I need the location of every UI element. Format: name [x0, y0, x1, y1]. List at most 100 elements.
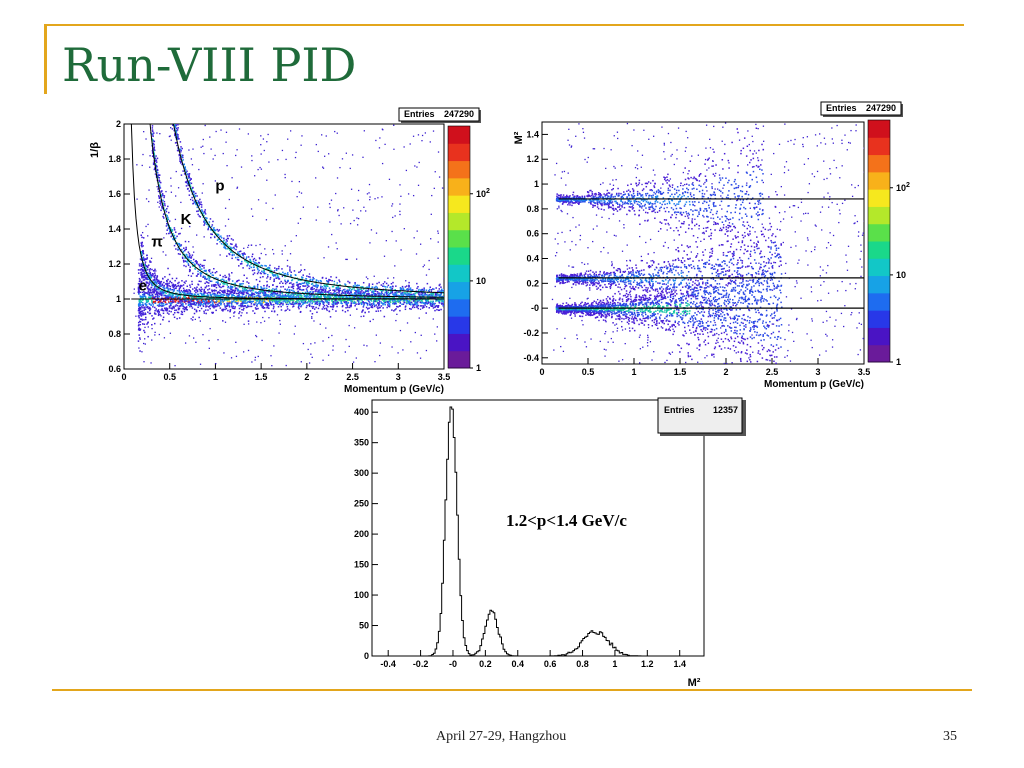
scatter-point — [142, 279, 145, 281]
scatter-point — [394, 294, 397, 297]
scatter-point — [158, 298, 160, 301]
scatter-point — [205, 312, 207, 315]
scatter-point — [152, 296, 154, 298]
scatter-point — [210, 236, 212, 239]
scatter-point — [310, 295, 312, 298]
scatter-point — [269, 301, 272, 304]
scatter-point — [142, 304, 144, 307]
scatter-point — [174, 365, 176, 367]
scatter-point — [405, 280, 407, 282]
scatter-point — [272, 253, 275, 255]
scatter-point — [140, 252, 143, 254]
scatter-point — [205, 219, 208, 221]
scatter-point — [271, 365, 273, 367]
scatter-point — [231, 289, 234, 292]
scatter-point — [440, 289, 443, 292]
scatter-point — [205, 304, 207, 306]
scatter-point — [325, 283, 328, 286]
scatter-point — [317, 290, 320, 292]
scatter-point — [388, 178, 391, 181]
scatter-point — [331, 306, 333, 308]
scatter-point — [250, 294, 253, 297]
scatter-point — [387, 277, 389, 279]
scatter-point — [189, 284, 191, 286]
scatter-point — [290, 294, 292, 297]
scatter-point — [323, 296, 326, 299]
scatter-point — [280, 301, 283, 304]
scatter-point — [368, 300, 370, 303]
scatter-point — [185, 300, 187, 302]
scatter-point — [178, 289, 181, 291]
scatter-point — [185, 253, 188, 256]
scatter-point — [219, 301, 221, 303]
scatter-point — [192, 265, 195, 267]
scatter-point — [308, 303, 311, 306]
scatter-point — [306, 291, 309, 293]
scatter-point — [286, 288, 289, 291]
scatter-point — [255, 335, 258, 338]
scatter-point — [216, 291, 219, 294]
scatter-point — [150, 304, 152, 306]
scatter-point — [229, 310, 231, 312]
scatter-point — [281, 268, 283, 270]
scatter-point — [160, 301, 163, 304]
scatter-point — [137, 272, 140, 274]
scatter-point — [231, 300, 233, 303]
scatter-point — [245, 306, 248, 309]
scatter-point — [166, 283, 168, 286]
scatter-point — [414, 300, 417, 302]
scatter-point — [159, 313, 161, 316]
scatter-point — [399, 296, 402, 299]
scatter-point — [378, 293, 381, 295]
scatter-point — [347, 306, 349, 309]
scatter-point — [273, 293, 276, 295]
scatter-point — [322, 306, 325, 308]
scatter-point — [388, 303, 391, 305]
scatter-point — [146, 254, 148, 257]
scatter-point — [340, 292, 343, 295]
scatter-point — [190, 305, 193, 308]
scatter-point — [154, 300, 157, 303]
scatter-point — [277, 159, 279, 161]
scatter-point — [177, 136, 179, 139]
scatter-point — [173, 301, 175, 303]
scatter-point — [164, 209, 167, 211]
scatter-point — [328, 310, 331, 313]
scatter-point — [152, 162, 155, 164]
scatter-point — [152, 132, 155, 134]
scatter-point — [151, 129, 154, 131]
scatter-point — [158, 197, 161, 200]
scatter-point — [408, 281, 410, 284]
scatter-point — [433, 295, 436, 298]
scatter-point — [228, 245, 230, 248]
scatter-point — [340, 295, 343, 297]
scatter-point — [230, 301, 233, 304]
scatter-point — [310, 300, 312, 302]
scatter-point — [160, 315, 162, 317]
scatter-point — [315, 282, 317, 284]
scatter-point — [189, 290, 192, 293]
scatter-point — [176, 149, 179, 152]
scatter-point — [181, 256, 184, 259]
scatter-point — [213, 307, 215, 309]
scatter-point — [273, 278, 275, 281]
scatter-point — [141, 245, 143, 248]
scatter-point — [145, 138, 147, 140]
scatter-point — [443, 293, 444, 295]
scatter-point — [196, 296, 198, 299]
scatter-point — [152, 306, 154, 308]
scatter-point — [325, 296, 327, 298]
scatter-point — [440, 302, 443, 304]
scatter-point — [344, 293, 347, 296]
scatter-point — [409, 289, 412, 291]
scatter-point — [399, 329, 402, 332]
scatter-point — [147, 235, 149, 237]
scatter-point — [154, 287, 156, 289]
scatter-point — [256, 305, 258, 307]
scatter-point — [152, 292, 154, 294]
scatter-point — [251, 301, 254, 303]
scatter-point — [305, 280, 307, 282]
scatter-point — [276, 285, 279, 288]
scatter-point — [161, 302, 163, 305]
scatter-point — [178, 233, 180, 235]
